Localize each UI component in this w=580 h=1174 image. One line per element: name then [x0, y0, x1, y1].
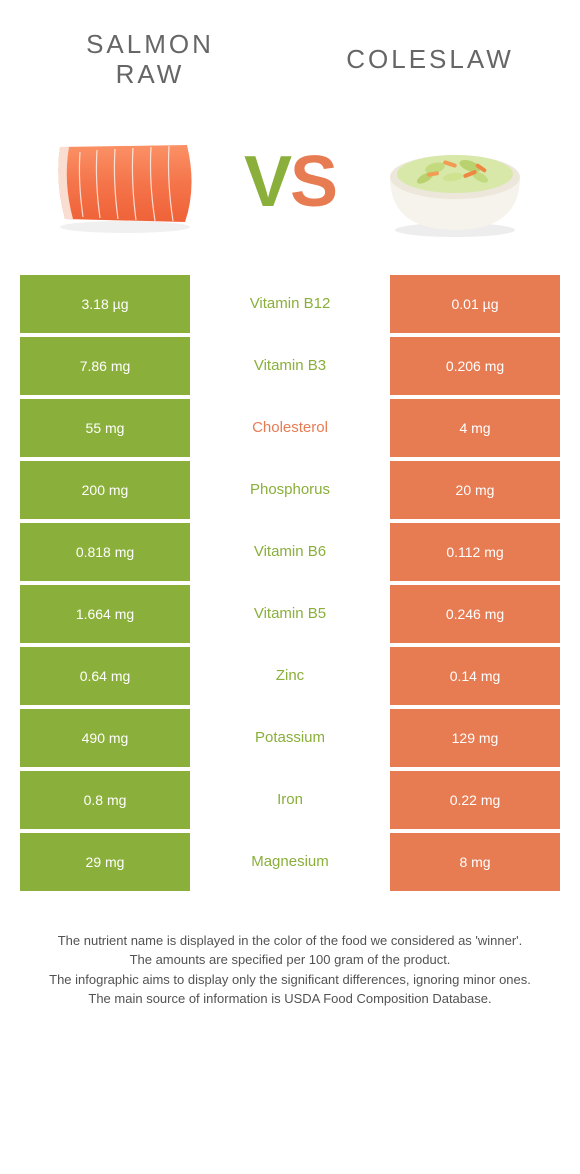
right-value: 0.14 mg [390, 647, 560, 705]
nutrient-name: Phosphorus [190, 461, 390, 519]
right-value: 0.206 mg [390, 337, 560, 395]
left-value: 0.64 mg [20, 647, 190, 705]
nutrient-name: Vitamin B12 [190, 275, 390, 333]
right-food-title: COLESLAW [320, 45, 540, 75]
right-value: 0.246 mg [390, 585, 560, 643]
footnote-line: The amounts are specified per 100 gram o… [30, 950, 550, 970]
vs-s: S [290, 142, 336, 222]
coleslaw-image [370, 120, 540, 245]
left-value: 1.664 mg [20, 585, 190, 643]
table-row: 200 mgPhosphorus20 mg [20, 461, 560, 519]
table-row: 55 mgCholesterol4 mg [20, 399, 560, 457]
right-value: 20 mg [390, 461, 560, 519]
images-row: VS [0, 110, 580, 275]
footnote-line: The main source of information is USDA F… [30, 989, 550, 1009]
coleslaw-icon [375, 122, 535, 242]
table-row: 3.18 µgVitamin B120.01 µg [20, 275, 560, 333]
left-value: 7.86 mg [20, 337, 190, 395]
left-value: 55 mg [20, 399, 190, 457]
vs-label: VS [244, 141, 336, 223]
right-value: 0.01 µg [390, 275, 560, 333]
vs-v: V [244, 142, 290, 222]
nutrient-name: Zinc [190, 647, 390, 705]
nutrient-name: Potassium [190, 709, 390, 767]
salmon-image [40, 120, 210, 245]
right-value: 0.112 mg [390, 523, 560, 581]
right-value: 4 mg [390, 399, 560, 457]
right-value: 8 mg [390, 833, 560, 891]
left-value: 29 mg [20, 833, 190, 891]
table-row: 1.664 mgVitamin B50.246 mg [20, 585, 560, 643]
header: SALMONRAW COLESLAW [0, 0, 580, 110]
left-value: 3.18 µg [20, 275, 190, 333]
salmon-icon [45, 127, 205, 237]
footnote-line: The nutrient name is displayed in the co… [30, 931, 550, 951]
table-row: 0.8 mgIron0.22 mg [20, 771, 560, 829]
left-value: 200 mg [20, 461, 190, 519]
left-food-title: SALMONRAW [40, 30, 260, 90]
nutrient-name: Cholesterol [190, 399, 390, 457]
right-value: 0.22 mg [390, 771, 560, 829]
nutrient-name: Vitamin B5 [190, 585, 390, 643]
left-value: 0.8 mg [20, 771, 190, 829]
table-row: 7.86 mgVitamin B30.206 mg [20, 337, 560, 395]
table-row: 490 mgPotassium129 mg [20, 709, 560, 767]
nutrient-name: Magnesium [190, 833, 390, 891]
nutrient-name: Vitamin B6 [190, 523, 390, 581]
nutrient-name: Vitamin B3 [190, 337, 390, 395]
left-value: 490 mg [20, 709, 190, 767]
table-row: 0.64 mgZinc0.14 mg [20, 647, 560, 705]
right-value: 129 mg [390, 709, 560, 767]
nutrient-name: Iron [190, 771, 390, 829]
nutrient-table: 3.18 µgVitamin B120.01 µg7.86 mgVitamin … [20, 275, 560, 891]
table-row: 0.818 mgVitamin B60.112 mg [20, 523, 560, 581]
left-value: 0.818 mg [20, 523, 190, 581]
table-row: 29 mgMagnesium8 mg [20, 833, 560, 891]
footnotes: The nutrient name is displayed in the co… [30, 931, 550, 1009]
footnote-line: The infographic aims to display only the… [30, 970, 550, 990]
